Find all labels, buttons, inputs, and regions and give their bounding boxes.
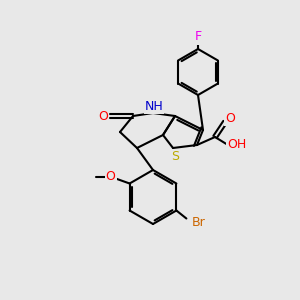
Text: OH: OH (227, 139, 247, 152)
Text: NH: NH (145, 100, 164, 112)
Text: O: O (98, 110, 108, 122)
Text: O: O (106, 170, 116, 183)
Text: O: O (225, 112, 235, 124)
Text: F: F (194, 31, 202, 44)
Text: S: S (171, 149, 179, 163)
Text: Br: Br (191, 216, 205, 229)
